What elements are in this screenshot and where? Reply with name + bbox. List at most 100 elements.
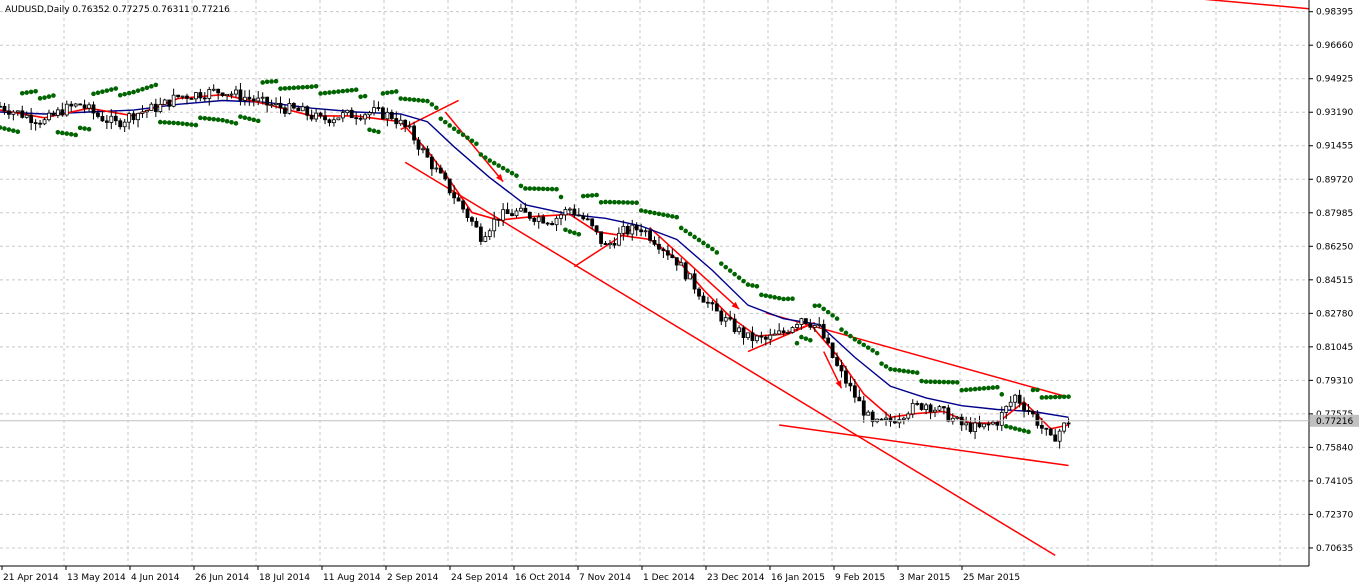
sar-dot <box>1003 424 1009 429</box>
y-tick-label: 0.75840 <box>1316 443 1353 453</box>
candle-body <box>741 327 746 338</box>
sar-dot <box>496 163 501 168</box>
candle-body <box>1053 434 1058 442</box>
sar-dot <box>238 114 243 119</box>
sar-dot <box>19 90 25 96</box>
sar-dot <box>598 200 604 205</box>
sar-dot <box>905 369 911 374</box>
sar-dot <box>794 340 800 346</box>
candle-body <box>0 105 2 108</box>
sar-dot <box>109 87 114 92</box>
candle-body <box>162 99 167 105</box>
candle-body <box>639 229 644 233</box>
candle-body <box>265 96 270 106</box>
sar-dot <box>946 379 951 385</box>
candle-body <box>118 120 123 128</box>
candle-body <box>585 218 590 221</box>
candle-body <box>91 104 96 114</box>
candle-body <box>167 99 172 107</box>
sar-dot <box>767 294 773 299</box>
sar-dot <box>202 116 208 121</box>
sar-dot <box>456 129 461 135</box>
candle-body <box>888 417 893 422</box>
sar-dot <box>674 214 680 220</box>
candle-body <box>363 114 367 120</box>
sar-dot <box>540 186 546 192</box>
y-tick-label: 0.87985 <box>1316 209 1353 219</box>
sar-dot <box>465 135 470 141</box>
sar-dot <box>451 126 457 132</box>
parabolic-sar <box>0 78 1071 435</box>
candle-body <box>274 102 278 106</box>
sar-dot <box>229 120 234 125</box>
candle-body <box>706 301 710 304</box>
candle-body <box>345 109 350 114</box>
candle-body <box>977 422 982 428</box>
x-tick-label: 7 Nov 2014 <box>579 573 631 583</box>
candle-body <box>140 111 145 114</box>
sar-dot <box>407 97 412 102</box>
sar-dot <box>874 350 880 356</box>
candle-body <box>416 139 421 150</box>
sar-dot <box>834 316 840 321</box>
sar-dot <box>487 158 493 163</box>
ma-fast <box>0 93 1069 430</box>
sar-dot <box>77 125 83 131</box>
sar-dot <box>963 387 969 393</box>
candle-body <box>879 418 884 421</box>
sar-dot <box>344 88 350 93</box>
y-tick-label: 0.89720 <box>1316 175 1353 185</box>
sar-dot <box>621 200 626 205</box>
candle-body <box>171 94 176 107</box>
candle-body <box>536 216 541 222</box>
candle-body <box>634 224 639 231</box>
candle-body <box>1035 413 1040 426</box>
x-tick-label: 25 Mar 2015 <box>963 573 1020 583</box>
sar-dot <box>126 90 132 96</box>
candle-body <box>287 103 292 114</box>
sar-dot <box>808 337 813 343</box>
candle-body <box>104 120 109 123</box>
sar-dot <box>135 88 141 93</box>
sar-dot <box>616 199 622 205</box>
candle-body <box>608 243 612 246</box>
candle-body <box>661 248 666 252</box>
sar-dot <box>233 121 239 126</box>
sar-dot <box>162 120 168 125</box>
sar-dot <box>932 379 938 385</box>
sar-dot <box>64 131 70 136</box>
candle-body <box>136 112 140 121</box>
candle-body <box>701 295 706 303</box>
sar-dot <box>536 186 542 192</box>
sar-dot <box>73 132 78 138</box>
sar-dot <box>736 275 742 280</box>
sar-dot <box>745 282 751 287</box>
sar-dot <box>505 168 510 173</box>
candle-body <box>572 208 577 216</box>
candle-body <box>599 231 603 244</box>
candle-body <box>496 218 501 221</box>
candle-body <box>198 92 203 99</box>
candle-body <box>389 111 394 119</box>
candle-body <box>866 411 871 416</box>
candle-body <box>425 148 430 158</box>
candle-body <box>612 243 617 246</box>
sar-dot <box>670 214 675 219</box>
candle-body <box>478 226 483 242</box>
candle-body <box>318 112 323 117</box>
candle-body <box>153 103 158 112</box>
candle-body <box>78 103 83 106</box>
candle-body <box>20 110 25 118</box>
sar-dot <box>0 125 3 130</box>
candle-body <box>692 273 697 290</box>
sar-dot <box>100 89 105 95</box>
sar-dot <box>995 384 1000 390</box>
candle-body <box>229 93 234 96</box>
candle-body <box>336 117 341 121</box>
candle-body <box>982 423 986 428</box>
sar-dot <box>718 261 724 266</box>
sar-dot <box>206 116 212 122</box>
sar-dot <box>402 96 408 102</box>
